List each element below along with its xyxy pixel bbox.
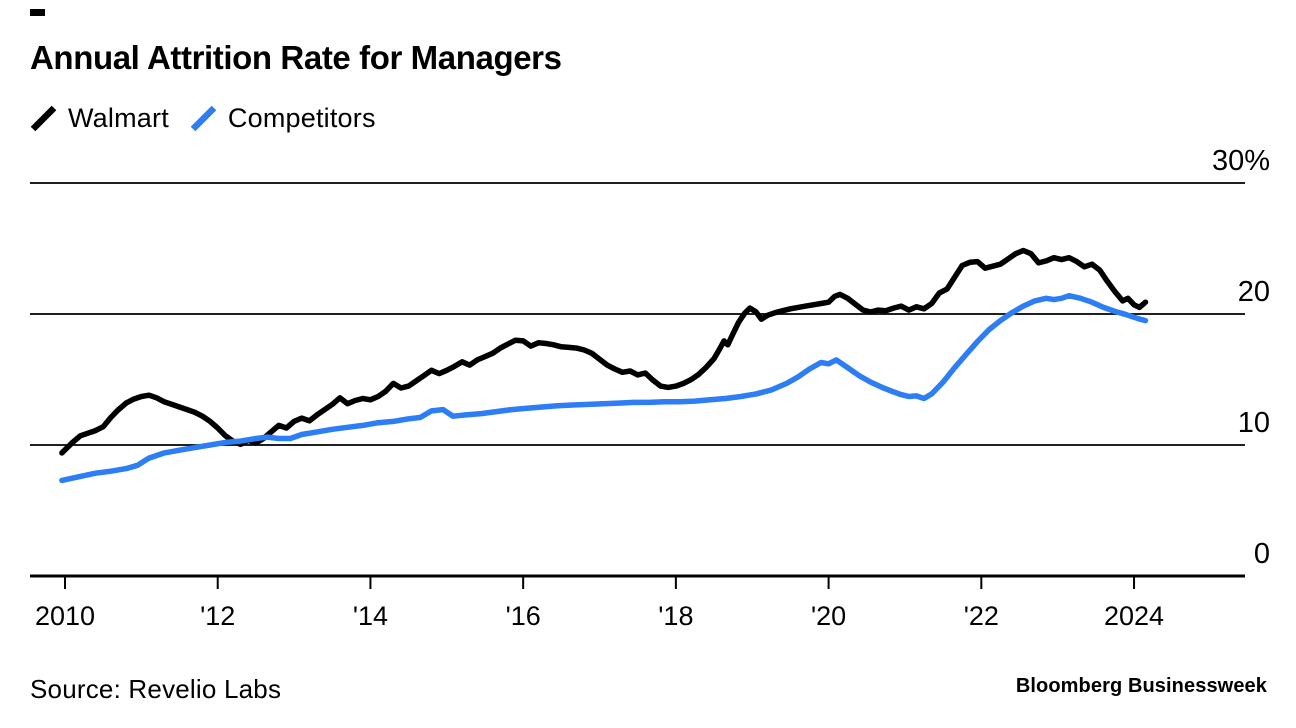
- x-axis-label-2022: '22: [964, 601, 999, 631]
- source-credit: Source: Revelio Labs: [30, 674, 282, 704]
- x-axis-label-2018: '18: [658, 601, 693, 631]
- legend-item-competitors: Competitors: [190, 103, 376, 134]
- competitors-line-swatch-icon: [190, 105, 217, 132]
- x-axis-label-2014: '14: [353, 601, 388, 631]
- walmart-line-swatch-icon: [30, 105, 57, 132]
- bloomberg-bug-mark: [30, 9, 45, 16]
- x-axis-label-2012: '12: [200, 601, 235, 631]
- x-axis-label-2024: 2024: [1104, 601, 1164, 631]
- y-axis-label-20: 20: [1238, 276, 1270, 308]
- x-axis-label-2016: '16: [506, 601, 541, 631]
- y-axis-label-0: 0: [1254, 538, 1270, 570]
- chart-legend: Walmart Competitors: [30, 103, 376, 134]
- walmart-line: [59, 247, 1149, 456]
- competitors-line: [59, 292, 1149, 484]
- legend-item-walmart: Walmart: [30, 103, 169, 134]
- x-axis-label-2010: 2010: [35, 601, 95, 631]
- x-axis-label-2020: '20: [811, 601, 846, 631]
- legend-label-competitors: Competitors: [227, 103, 376, 133]
- legend-label-walmart: Walmart: [68, 103, 169, 133]
- chart-title: Annual Attrition Rate for Managers: [30, 39, 562, 76]
- y-axis-label-30: 30%: [1212, 145, 1270, 177]
- y-axis-label-10: 10: [1238, 407, 1270, 439]
- bloomberg-businessweek-logo: Bloomberg Businessweek: [1015, 675, 1267, 697]
